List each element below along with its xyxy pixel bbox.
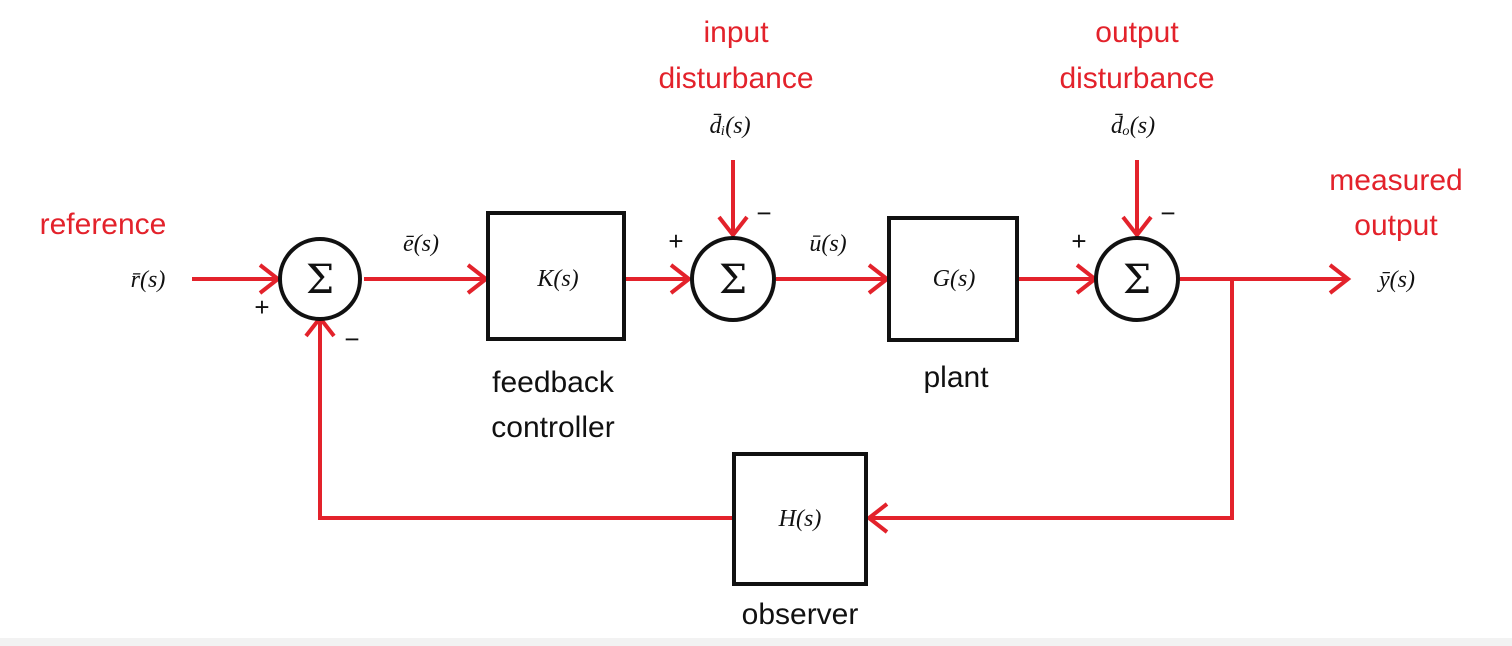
plant-label: plant bbox=[923, 361, 989, 394]
signal-di: d̄ᵢ(s) bbox=[709, 113, 750, 139]
feedback-controller-label-line1: feedback bbox=[492, 366, 615, 399]
output-disturbance-label-line1: output bbox=[1095, 16, 1179, 49]
observer-block bbox=[732, 452, 868, 586]
measured-output-label-line2: output bbox=[1354, 209, 1438, 242]
sum3-plus-sign: + bbox=[1071, 226, 1086, 256]
observer-label: observer bbox=[742, 598, 859, 631]
plant-tf: G(s) bbox=[933, 266, 976, 292]
feedback-controller-label-line2: controller bbox=[491, 411, 614, 444]
output-disturbance-label-line2: disturbance bbox=[1059, 62, 1214, 95]
summing-junction-2 bbox=[690, 236, 776, 322]
summing-junction-1 bbox=[278, 237, 362, 321]
reference-label: reference bbox=[40, 208, 167, 241]
sum1-plus-sign: + bbox=[254, 292, 269, 322]
input-disturbance-label-line1: input bbox=[703, 16, 769, 49]
control-arrowhead bbox=[669, 263, 693, 295]
signal-e: ē(s) bbox=[403, 231, 439, 257]
signal-do: d̄ₒ(s) bbox=[1111, 113, 1155, 139]
sum2-plus-sign: + bbox=[668, 226, 683, 256]
signal-lines bbox=[192, 160, 1352, 534]
output-disturbance-arrowhead bbox=[1121, 215, 1153, 239]
sum2-symbol: Σ bbox=[719, 257, 747, 303]
sum2-minus-sign: − bbox=[756, 198, 771, 228]
controller-block bbox=[486, 211, 626, 341]
sum1-minus-sign: − bbox=[344, 324, 359, 354]
measured-output-label-line1: measured bbox=[1329, 164, 1462, 197]
signal-y: ȳ(s) bbox=[1377, 267, 1415, 293]
feedback-line-to-sum bbox=[318, 318, 734, 520]
input-disturbance-label-line2: disturbance bbox=[658, 62, 813, 95]
controller-tf: K(s) bbox=[536, 266, 578, 292]
measured-output-arrowhead bbox=[1328, 263, 1352, 295]
observer-tf: H(s) bbox=[778, 506, 822, 532]
signal-r: r̄(s) bbox=[131, 267, 166, 293]
summing-junction-3 bbox=[1094, 236, 1180, 322]
observer-input-arrowhead bbox=[865, 502, 889, 534]
sum1-symbol: Σ bbox=[306, 257, 334, 303]
sum3-symbol: Σ bbox=[1123, 257, 1151, 303]
plant-block bbox=[887, 216, 1019, 342]
sum3-minus-sign: − bbox=[1160, 198, 1175, 228]
feedback-line-to-observer bbox=[869, 279, 1234, 520]
input-disturbance-arrowhead bbox=[717, 215, 749, 239]
signal-u: ū(s) bbox=[809, 231, 846, 257]
